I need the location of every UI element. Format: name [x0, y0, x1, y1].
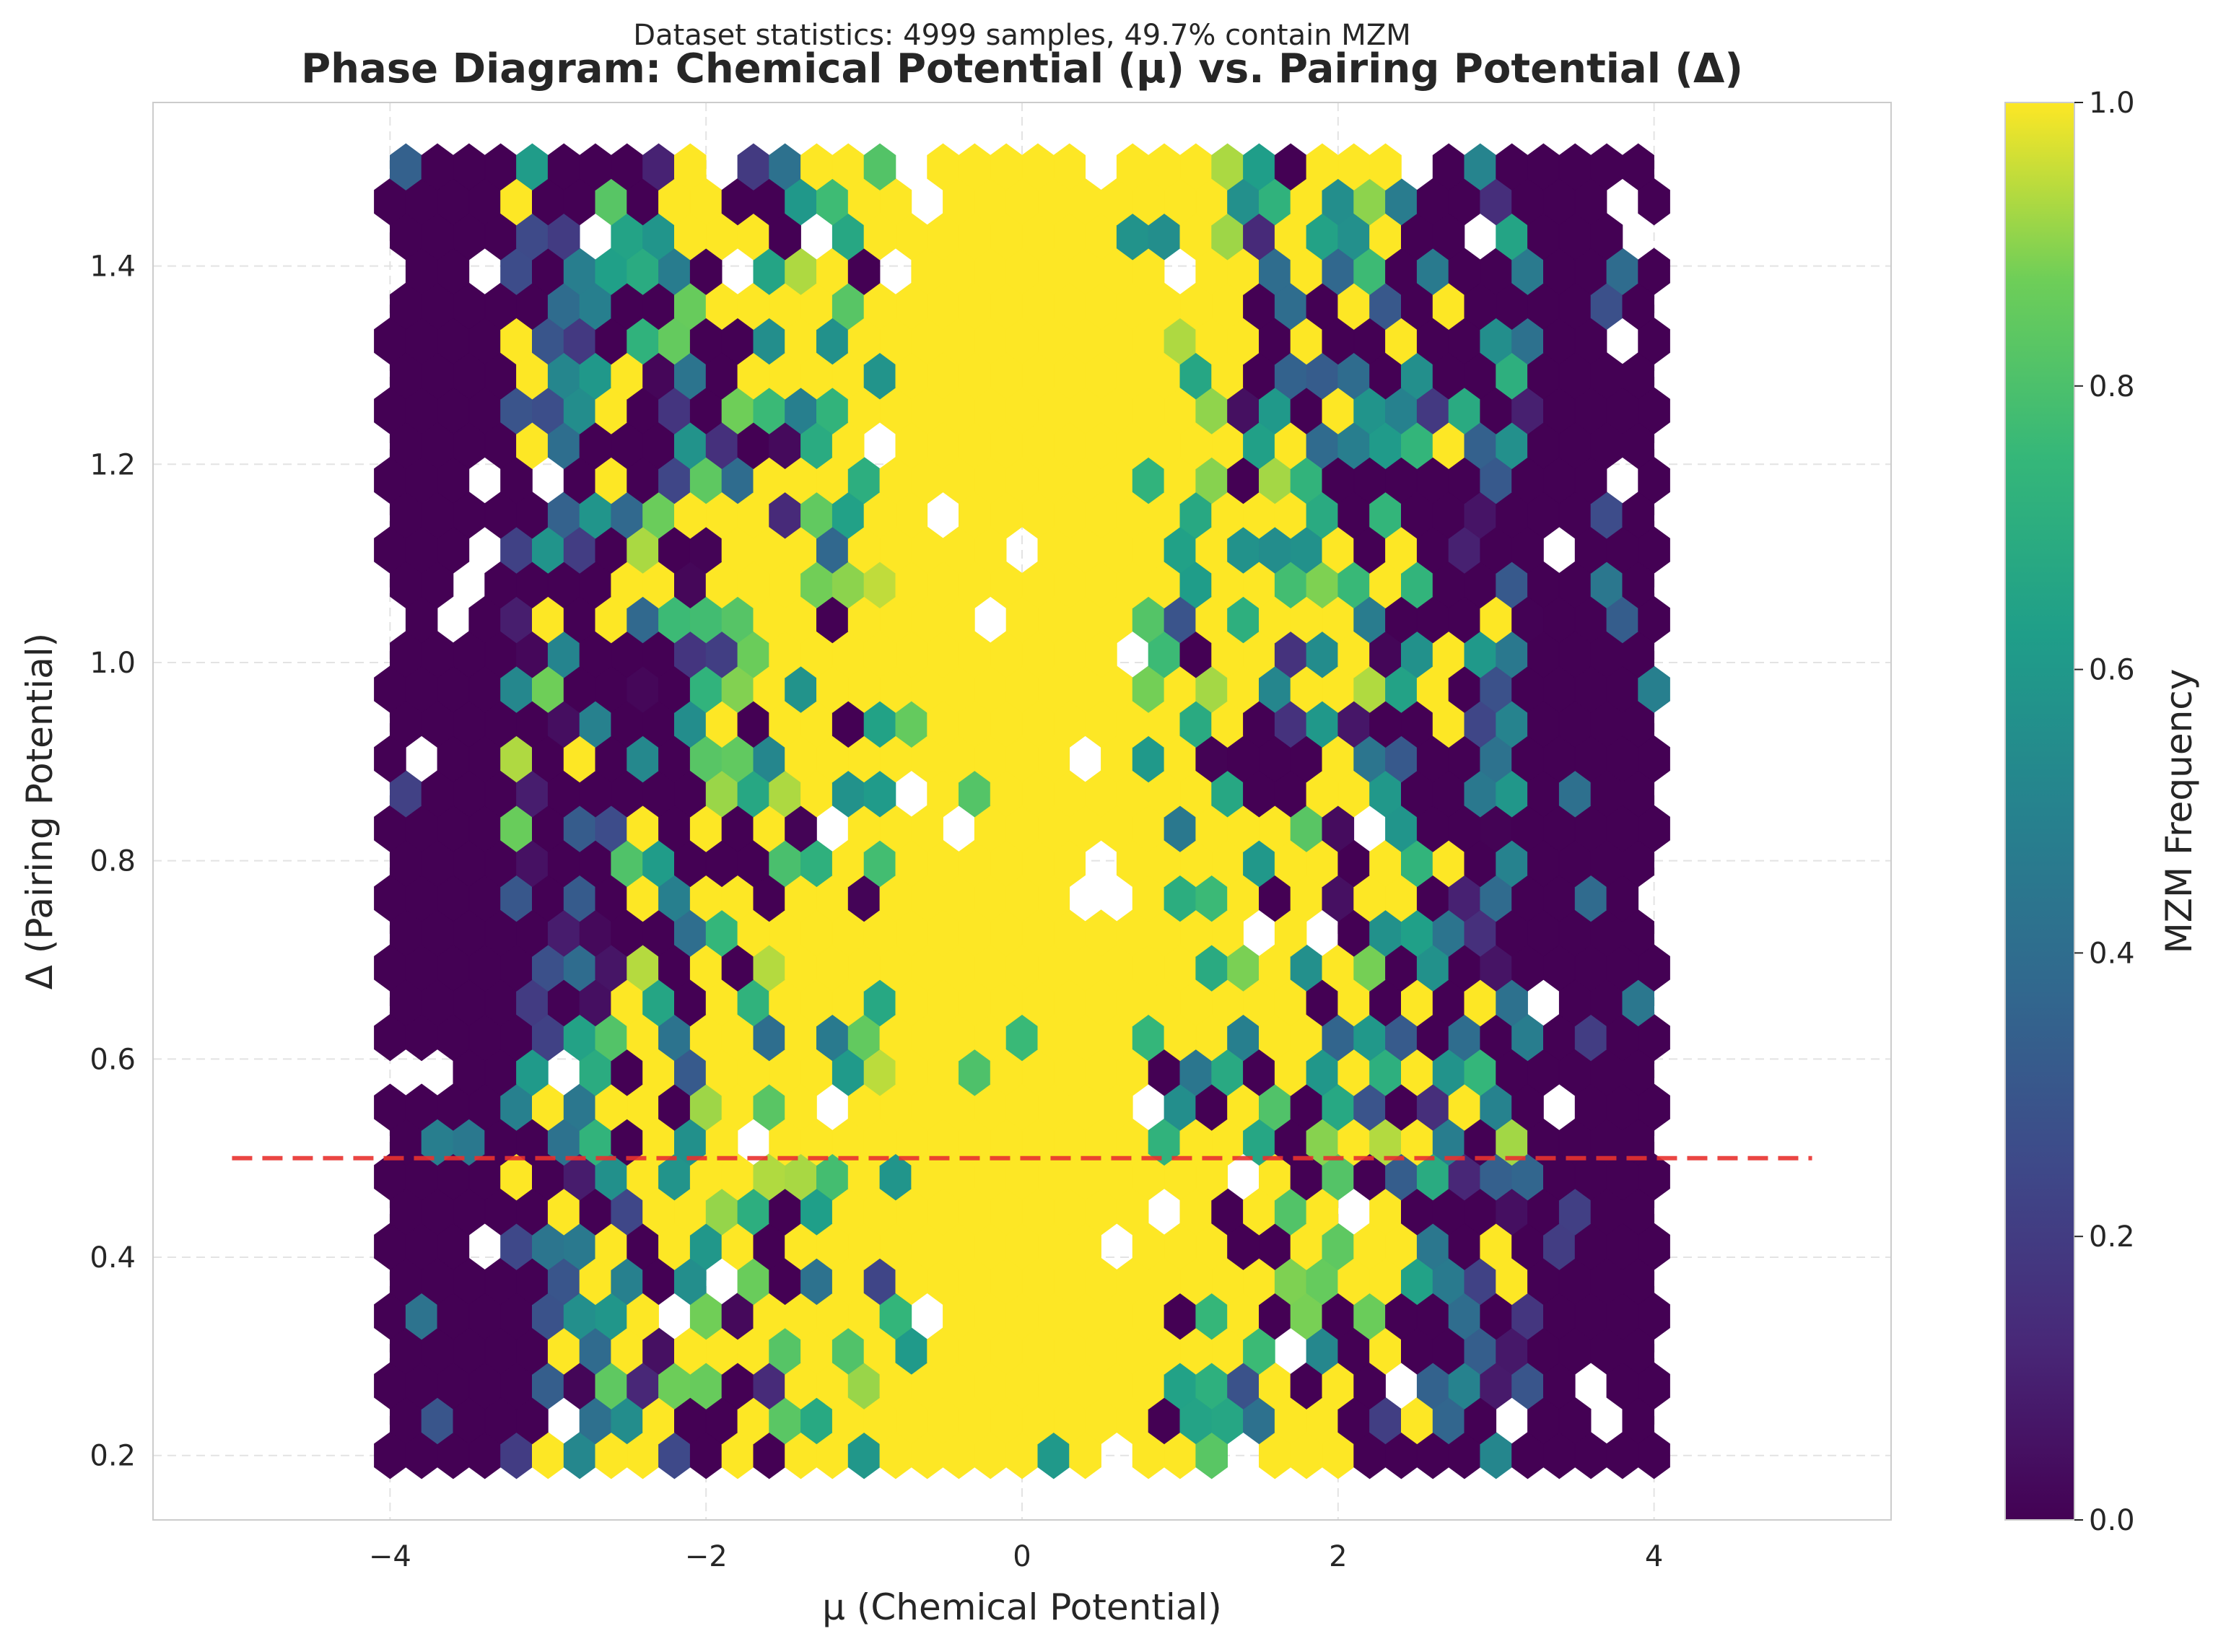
y-tick-label: 1.2 [90, 448, 136, 481]
chart-subtitle: Dataset statistics: 4999 samples, 49.7% … [633, 19, 1410, 52]
hexbin-cells [374, 143, 1670, 1480]
colorbar-tick-label: 0.4 [2089, 937, 2135, 970]
plot-frame [152, 102, 1892, 1521]
colorbar-tick-label: 1.0 [2089, 87, 2135, 120]
x-tick-label: −4 [369, 1540, 411, 1573]
colorbar-tick-label: 0.8 [2089, 370, 2135, 403]
x-axis-ticks: −4 −2 0 2 4 [369, 1540, 1663, 1573]
x-tick-label: 4 [1645, 1540, 1663, 1573]
hexbin-cell [1638, 248, 1670, 295]
y-axis-ticks: 0.2 0.4 0.6 0.8 1.0 1.2 1.4 [90, 250, 136, 1473]
y-tick-label: 0.6 [90, 1043, 136, 1076]
colorbar-label: MZM Frequency [2158, 669, 2200, 954]
y-tick-label: 0.8 [90, 845, 136, 878]
colorbar-ticks: 0.0 0.2 0.4 0.6 0.8 1.0 [2074, 87, 2135, 1537]
hexbin-cell [1369, 143, 1402, 191]
x-tick-label: −2 [685, 1540, 728, 1573]
x-tick-label: 2 [1329, 1540, 1347, 1573]
x-tick-label: 0 [1013, 1540, 1031, 1573]
y-tick-label: 0.4 [90, 1241, 136, 1275]
y-axis-label: Δ (Pairing Potential) [19, 633, 61, 989]
y-tick-label: 1.4 [90, 250, 136, 284]
colorbar-tick-label: 0.0 [2089, 1504, 2135, 1537]
y-tick-label: 0.2 [90, 1440, 136, 1473]
chart-title: Phase Diagram: Chemical Potential (μ) vs… [301, 45, 1743, 92]
colorbar-tick-label: 0.2 [2089, 1220, 2135, 1254]
hexbin-cell [674, 143, 707, 191]
colorbar [2004, 102, 2075, 1521]
hexbin-cell [1622, 143, 1655, 191]
hexbin-cell [863, 143, 896, 191]
hexbin-cell [1053, 143, 1086, 191]
x-axis-label: μ (Chemical Potential) [822, 1586, 1222, 1628]
colorbar-tick-label: 0.6 [2089, 654, 2135, 687]
y-tick-label: 1.0 [90, 647, 136, 680]
